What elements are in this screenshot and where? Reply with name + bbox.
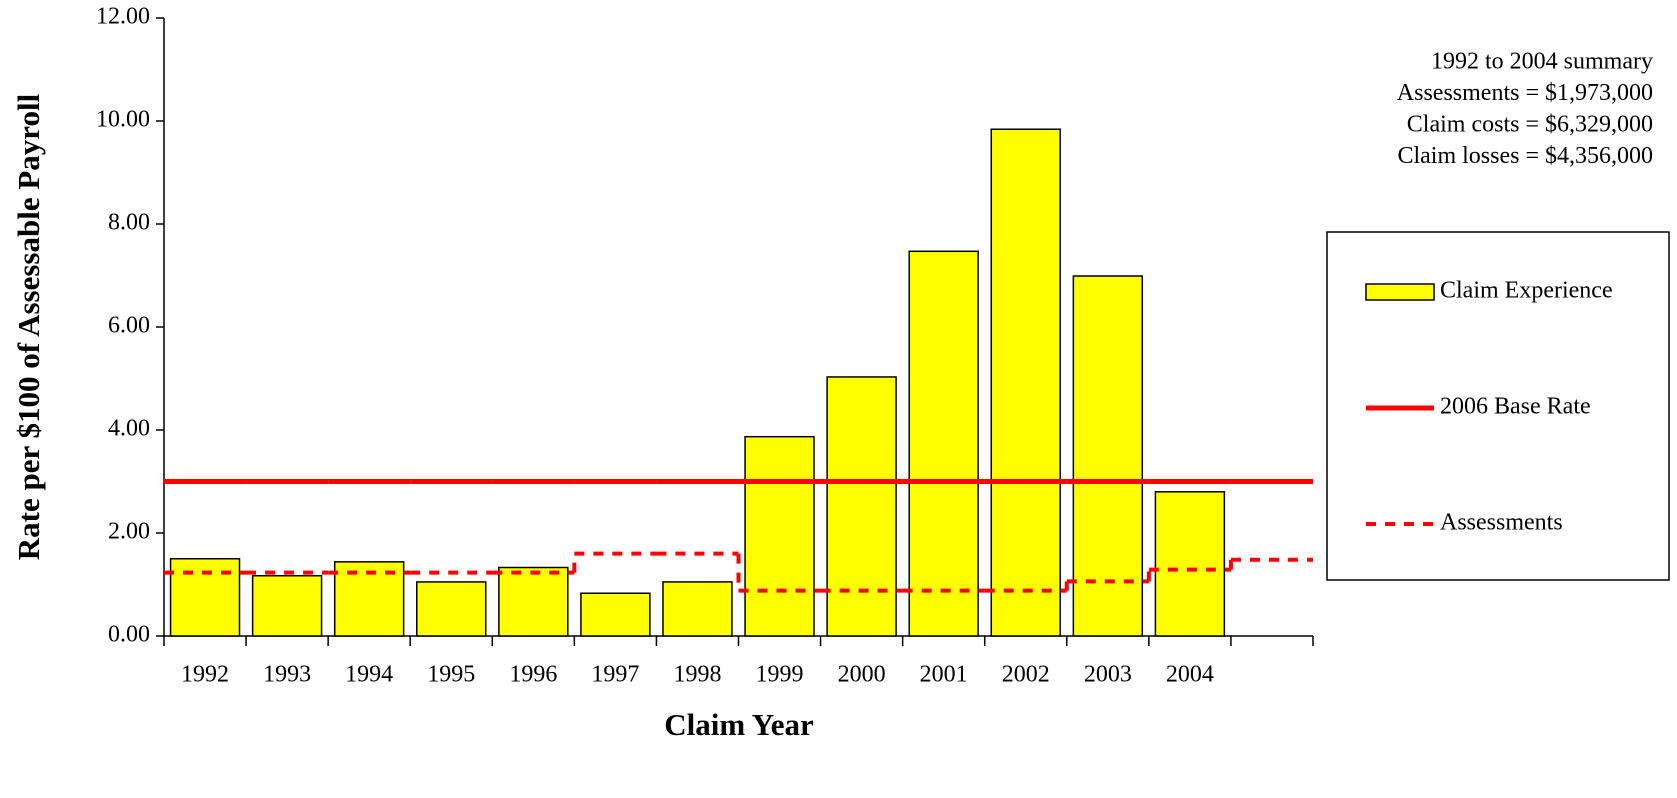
- bar: [580, 592, 651, 637]
- legend-swatch: [1365, 283, 1435, 301]
- bar: [498, 566, 569, 637]
- x-tick-label: 2002: [1002, 662, 1050, 688]
- x-tick-label: 1996: [509, 662, 557, 688]
- annotation: Assessments = $1,973,000: [1397, 80, 1653, 106]
- x-tick-label: 2003: [1084, 662, 1132, 688]
- bar: [251, 574, 323, 637]
- legend-label: Assessments: [1440, 510, 1563, 536]
- bar: [908, 250, 979, 637]
- annotation: 1992 to 2004 summary: [1431, 49, 1653, 75]
- x-tick-label: 1993: [263, 662, 311, 688]
- bar: [744, 435, 815, 637]
- annotation: Claim losses = $4,356,000: [1397, 143, 1653, 169]
- legend-label: 2006 Base Rate: [1440, 394, 1591, 420]
- y-tick-label: 8.00: [108, 210, 150, 236]
- x-tick-label: 1998: [673, 662, 721, 688]
- bar: [1072, 275, 1144, 637]
- bar: [990, 128, 1061, 637]
- y-tick-label: 0.00: [108, 622, 150, 648]
- bar: [169, 558, 241, 637]
- y-tick-label: 2.00: [108, 519, 150, 545]
- y-axis-title: Rate per $100 of Assessable Payroll: [11, 93, 46, 560]
- legend-label: Claim Experience: [1440, 278, 1613, 304]
- x-axis-title: Claim Year: [664, 707, 814, 742]
- x-tick-label: 1994: [345, 662, 393, 688]
- x-tick-label: 2004: [1166, 662, 1214, 688]
- y-tick-label: 6.00: [108, 313, 150, 339]
- y-tick-label: 10.00: [96, 107, 150, 133]
- y-tick-label: 12.00: [96, 4, 150, 30]
- bar: [416, 581, 487, 637]
- bar: [662, 581, 733, 637]
- x-tick-label: 1992: [181, 662, 229, 688]
- annotation: Claim costs = $6,329,000: [1407, 112, 1653, 138]
- x-tick-label: 1995: [427, 662, 475, 688]
- x-tick-label: 2000: [838, 662, 886, 688]
- bar: [1154, 491, 1226, 637]
- x-tick-label: 2001: [920, 662, 968, 688]
- x-tick-label: 1997: [591, 662, 639, 688]
- x-tick-label: 1999: [756, 662, 804, 688]
- y-tick-label: 4.00: [108, 416, 150, 442]
- bar: [826, 376, 897, 637]
